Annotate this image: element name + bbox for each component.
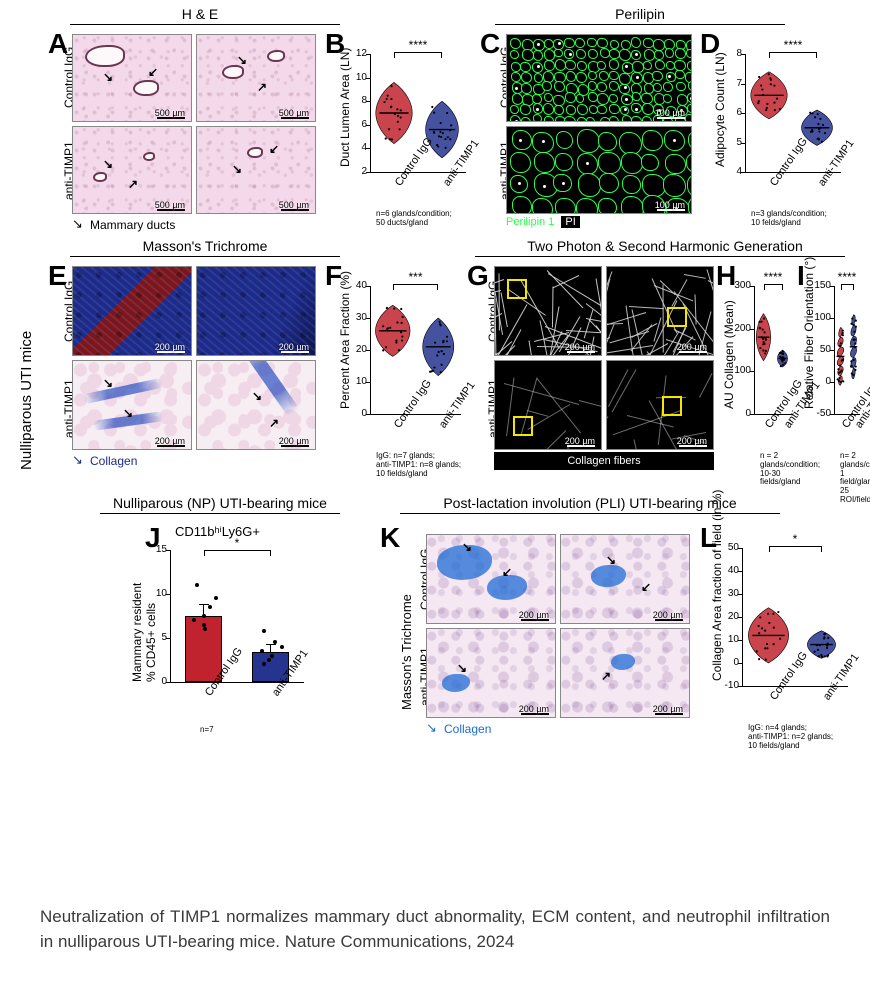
legend-he-text: Mammary ducts [90,218,175,232]
scalebar-k: 200 µm [519,610,549,620]
panel-letter-b: B [325,28,345,60]
arrow-icon: ↙ [148,65,158,79]
perilipin-legend-pi: PI [561,216,579,228]
scalebar-c: 100 µm [655,200,685,210]
arrow-icon: ↘ [103,70,113,84]
row-label-k-trichrome: Masson's Trichrome [399,594,414,710]
panel-letter-c: C [480,28,500,60]
section-title-trichrome: Masson's Trichrome [115,238,295,254]
arrow-icon: ↙ [269,142,279,156]
panel-letter-a: A [48,28,68,60]
panel-l-plot: -1001020304050Collagen Area fraction of … [712,534,852,744]
panel-f-plot: 010203040Percent Area Fraction (%)Contro… [340,272,465,472]
legend-tri-text: Collagen [90,454,137,468]
underline-perilipin [495,24,785,25]
figure-caption: Neutralization of TIMP1 normalizes mamma… [40,905,830,954]
tri-ctrl-1: 200 µm [72,266,192,356]
scalebar-e: 200 µm [155,342,185,352]
panel-letter-j: J [145,522,161,554]
panel-d-plot: 45678Adipocyte Count (LN)Control IgGanti… [715,40,845,230]
panel-j-plot: 051015Mammary resident % CD45+ cellsCont… [130,540,310,740]
panel-letter-h: H [716,260,736,292]
scalebar-k: 200 µm [653,704,683,714]
side-label-nulliparous: Nulliparous UTI mice [18,331,35,470]
legend-arrow-tri-icon: ↘ [72,452,83,468]
scalebar-g: 200 µm [565,436,595,446]
panel-letter-l: L [700,522,717,554]
shg-ctrl-1: 200 µm [494,266,602,356]
arrow-icon: ↗ [257,80,267,94]
panel-k-grid: ↘ ↙ 200 µm ↘ ↙ 200 µm ↘ 200 µm ↗ 200 µm [426,534,690,718]
underline-he [70,24,340,25]
section-title-he: H & E [130,6,270,22]
tri-ctrl-2: 200 µm [196,266,316,356]
section-title-perilipin: Perilipin [570,6,710,22]
pli-ctrl-1: ↘ ↙ 200 µm [426,534,556,624]
legend-arrow-he-icon: ↘ [72,216,83,232]
scalebar-a: 500 µm [279,108,309,118]
panel-h-plot: 0100200300AU Collagen (Mean)Control IgGa… [724,272,796,472]
scalebar-a: 500 µm [279,200,309,210]
arrow-icon: ↘ [103,157,113,171]
perilipin-legend: Perilipin 1 PI [506,216,580,228]
scalebar-e: 200 µm [279,436,309,446]
panel-e-grid: 200 µm 200 µm ↘ ↘ 200 µm ↘ ↗ 200 µm [72,266,316,450]
legend-pli-text: Collagen [444,722,491,736]
section-title-np: Nulliparous (NP) UTI-bearing mice [100,495,340,511]
section-title-pli: Post-lactation involution (PLI) UTI-bear… [420,495,760,511]
panel-letter-e: E [48,260,67,292]
scalebar-g: 200 µm [677,342,707,352]
section-title-shg: Two Photon & Second Harmonic Generation [510,238,820,254]
scalebar-e: 200 µm [279,342,309,352]
panel-c-stack: 100 µm 100 µm [506,34,692,214]
shg-ctrl-2: 200 µm [606,266,714,356]
scalebar-k: 200 µm [653,610,683,620]
he-tx-2: ↘ ↙ 500 µm [196,126,316,214]
perilipin-legend-green: Perilipin 1 [506,216,554,228]
panel-letter-d: D [700,28,720,60]
arrow-icon: ↘ [232,162,242,176]
scalebar-k: 200 µm [519,704,549,714]
panel-a-grid: ↘ ↙ 500 µm ↘ ↗ 500 µm ↘ ↗ 500 µm ↘ ↙ 500 [72,34,316,214]
panel-letter-k: K [380,522,400,554]
panel-g-grid: 200 µm 200 µm 200 µm 200 µm [494,266,714,450]
underline-trichrome [70,256,340,257]
scalebar-c: 100 µm [655,108,685,118]
scalebar-a: 500 µm [155,108,185,118]
he-ctrl-2: ↘ ↗ 500 µm [196,34,316,122]
underline-shg [475,256,845,257]
panel-letter-f: F [325,260,342,292]
scalebar-g: 200 µm [677,436,707,446]
arrow-icon: ↗ [128,177,138,191]
scalebar-g: 200 µm [565,342,595,352]
shg-tx-2: 200 µm [606,360,714,450]
pli-tx-1: ↘ 200 µm [426,628,556,718]
panel-letter-i: I [797,260,805,292]
figure-area: Nulliparous UTI mice H & E Perilipin A C… [0,0,870,890]
perilipin-tx: 100 µm [506,126,692,214]
he-tx-1: ↘ ↗ 500 µm [72,126,192,214]
scalebar-a: 500 µm [155,200,185,210]
panel-letter-g: G [467,260,489,292]
he-ctrl-1: ↘ ↙ 500 µm [72,34,192,122]
shg-tx-1: 200 µm [494,360,602,450]
scalebar-e: 200 µm [155,436,185,446]
perilipin-ctrl: 100 µm [506,34,692,122]
tri-tx-2: ↘ ↗ 200 µm [196,360,316,450]
legend-arrow-pli-icon: ↘ [426,720,437,736]
panel-i-plot: -50050100150Relative Fiber Orientation (… [804,272,864,472]
arrow-icon: ↘ [237,53,247,67]
panel-b-plot: 24681012Duct Lumen Area (LN)Control IgGa… [340,40,470,230]
underline-np [100,513,340,514]
tri-tx-1: ↘ ↘ 200 µm [72,360,192,450]
pli-ctrl-2: ↘ ↙ 200 µm [560,534,690,624]
shg-bottom-label: Collagen fibers [494,452,714,470]
pli-tx-2: ↗ 200 µm [560,628,690,718]
